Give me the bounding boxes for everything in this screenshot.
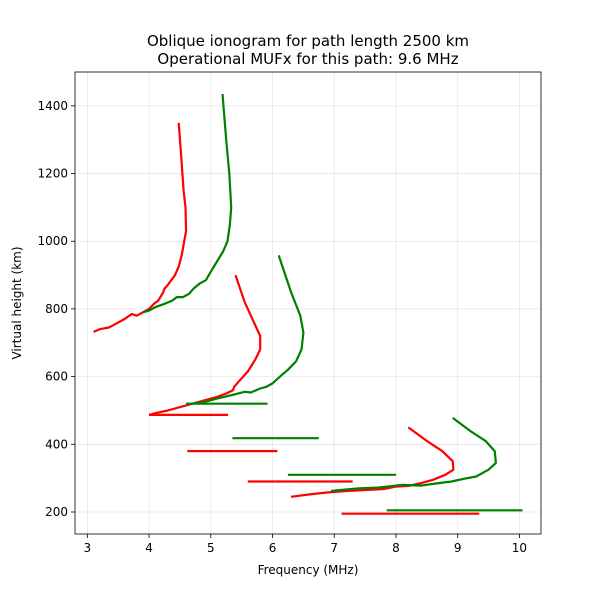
y-tick-label: 200 bbox=[45, 505, 68, 519]
y-tick-label: 400 bbox=[45, 437, 68, 451]
green-trace bbox=[330, 417, 497, 493]
chart-subtitle: Operational MUFx for this path: 9.6 MHz bbox=[157, 50, 458, 68]
chart-title: Oblique ionogram for path length 2500 km bbox=[147, 32, 469, 50]
x-axis-label: Frequency (MHz) bbox=[258, 563, 359, 577]
x-tick-label: 5 bbox=[207, 541, 215, 555]
y-tick-label: 600 bbox=[45, 370, 68, 384]
series-layer bbox=[93, 93, 523, 515]
ticks: 3 4 5 6 7 8 9 10 200 400 600 800 1000 1200 1400 bbox=[37, 99, 527, 555]
green-trace bbox=[192, 255, 305, 405]
y-tick-label: 800 bbox=[45, 302, 68, 316]
y-tick-label: 1200 bbox=[37, 167, 68, 181]
red-trace bbox=[93, 122, 188, 333]
x-tick-label: 8 bbox=[392, 541, 400, 555]
y-tick-label: 1000 bbox=[37, 234, 68, 248]
y-tick-label: 1400 bbox=[37, 99, 68, 113]
x-tick-label: 7 bbox=[330, 541, 338, 555]
plot-frame bbox=[74, 71, 542, 535]
x-tick-label: 10 bbox=[512, 541, 527, 555]
grid bbox=[75, 72, 541, 534]
x-tick-label: 3 bbox=[84, 541, 92, 555]
red-trace bbox=[148, 274, 262, 416]
x-tick-label: 4 bbox=[145, 541, 153, 555]
y-axis-label: Virtual height (km) bbox=[10, 246, 24, 359]
x-tick-label: 9 bbox=[454, 541, 462, 555]
x-tick-label: 6 bbox=[269, 541, 277, 555]
green-trace bbox=[142, 93, 233, 314]
